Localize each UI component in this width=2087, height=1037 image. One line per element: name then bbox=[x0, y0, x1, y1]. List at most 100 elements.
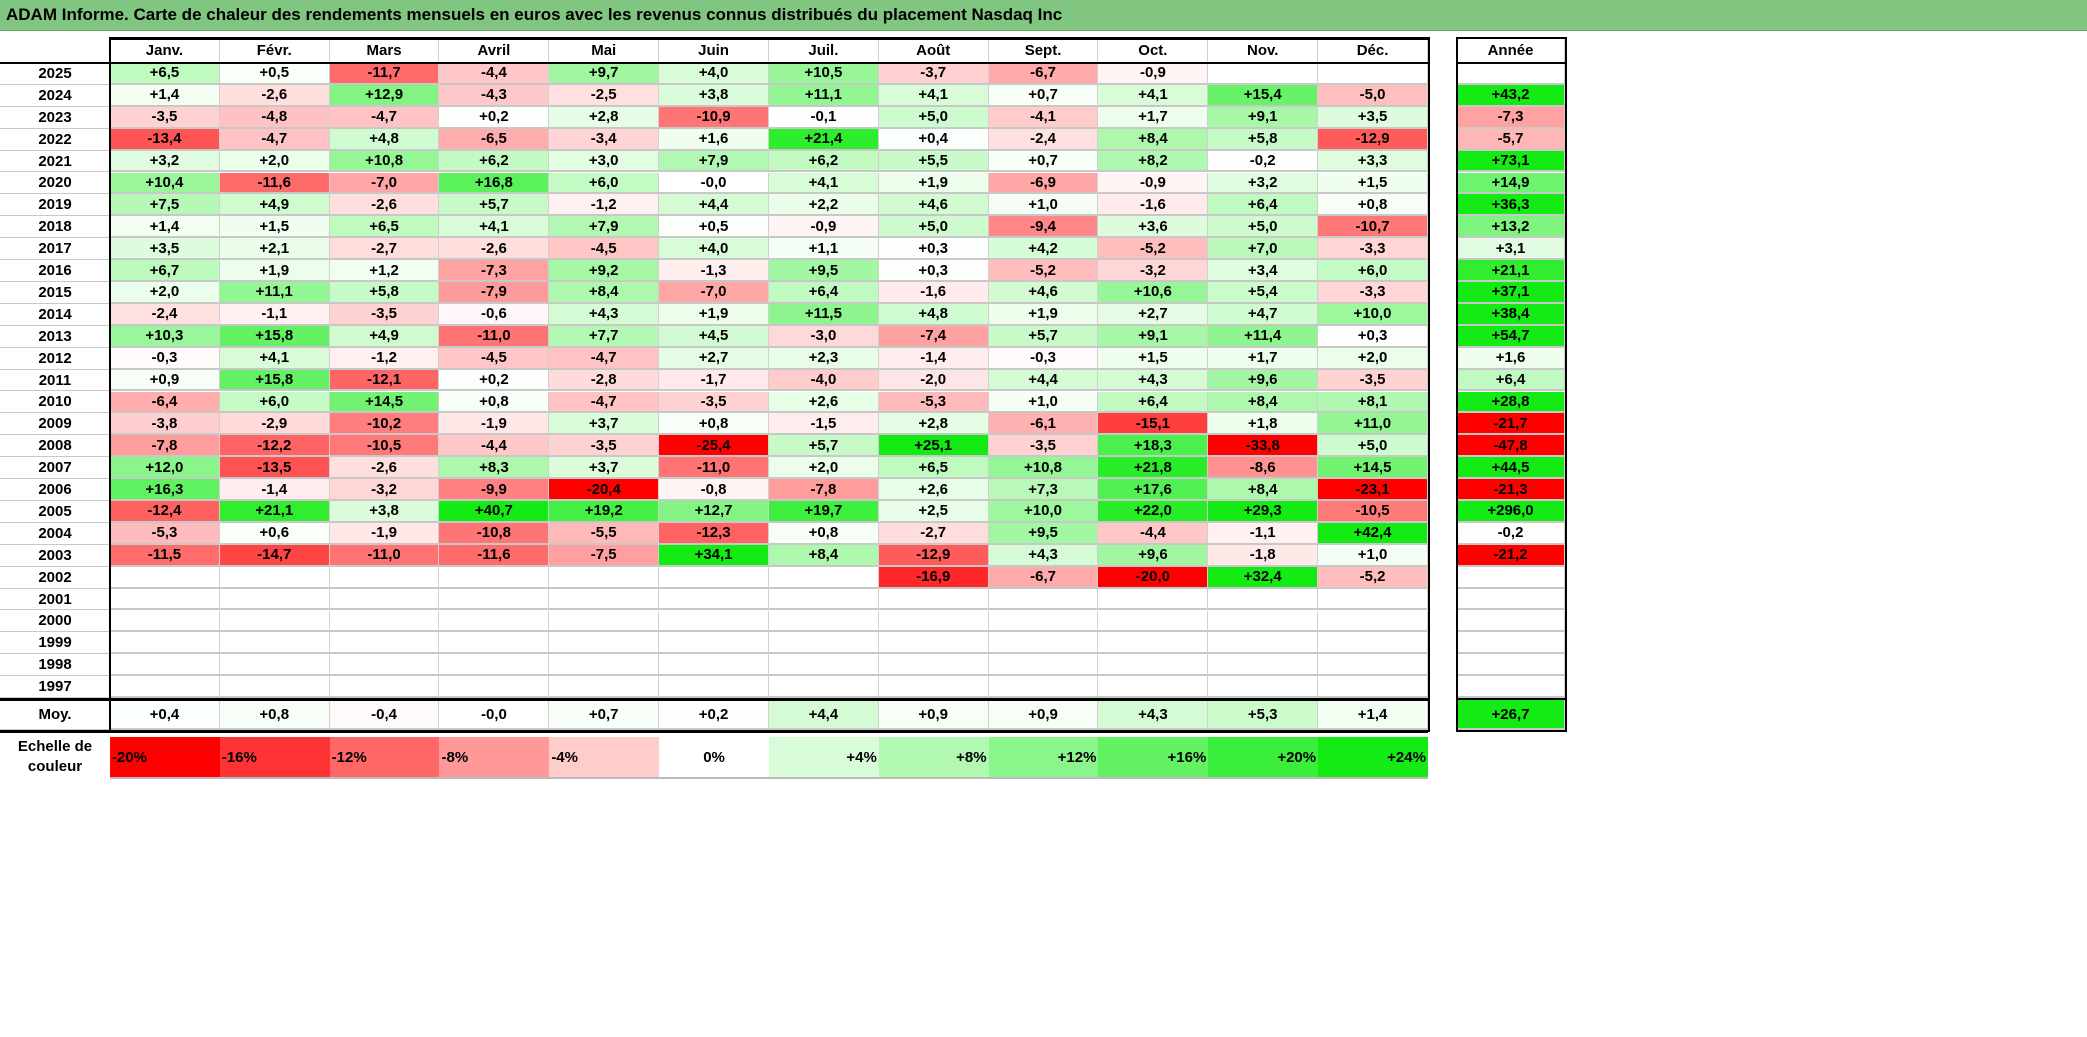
month-header: Mars bbox=[330, 37, 440, 63]
heatmap-cell: +6,4 bbox=[768, 282, 879, 304]
table-border bbox=[1457, 698, 1565, 701]
year-label: 2006 bbox=[0, 479, 110, 501]
average-cell: +5,3 bbox=[1208, 700, 1319, 731]
heatmap-cell: -0,6 bbox=[439, 303, 550, 326]
year-total-cell: +44,5 bbox=[1457, 457, 1565, 480]
heatmap-cell: +4,1 bbox=[878, 84, 989, 107]
year-label: 2024 bbox=[0, 85, 110, 107]
year-label: 2020 bbox=[0, 173, 110, 195]
heatmap-cell: -4,1 bbox=[988, 106, 1099, 129]
month-header: Févr. bbox=[220, 37, 330, 63]
heatmap-cell bbox=[1318, 676, 1428, 699]
heatmap-cell: -3,3 bbox=[1318, 238, 1428, 261]
heatmap-cell: +0,4 bbox=[878, 128, 989, 151]
report-title: ADAM Informe. Carte de chaleur des rende… bbox=[6, 5, 1063, 24]
heatmap-cell: -4,7 bbox=[219, 128, 330, 151]
year-total-cell bbox=[1457, 632, 1565, 655]
heatmap-cell: -0,9 bbox=[1098, 172, 1209, 195]
heatmap-cell: -2,6 bbox=[219, 84, 330, 107]
heatmap-cell bbox=[549, 676, 660, 699]
heatmap-cell: -7,8 bbox=[768, 479, 879, 501]
heatmap-cell bbox=[1098, 588, 1209, 611]
heatmap-cell: +5,0 bbox=[1318, 435, 1428, 458]
heatmap-cell: +0,2 bbox=[439, 369, 550, 392]
heatmap-cell bbox=[659, 610, 769, 633]
heatmap-cell bbox=[110, 676, 220, 699]
heatmap-cell bbox=[768, 610, 879, 633]
heatmap-cell: +5,8 bbox=[329, 282, 440, 304]
heatmap-cell bbox=[878, 610, 989, 633]
heatmap-cell: -2,8 bbox=[549, 369, 660, 392]
heatmap-cell: +4,1 bbox=[1098, 84, 1209, 107]
heatmap-cell: +3,8 bbox=[329, 501, 440, 523]
heatmap-cell: +0,7 bbox=[988, 150, 1099, 173]
heatmap-cell: +3,5 bbox=[110, 238, 220, 261]
average-cell: +0,9 bbox=[878, 700, 989, 731]
color-scale-step: +20% bbox=[1208, 737, 1319, 779]
year-total-cell: +28,8 bbox=[1457, 391, 1565, 414]
heatmap-cell: -23,1 bbox=[1318, 479, 1428, 501]
heatmap-cell: -0,9 bbox=[1098, 63, 1209, 85]
year-total-cell: -21,3 bbox=[1457, 479, 1565, 501]
year-total-cell: +296,0 bbox=[1457, 501, 1565, 523]
heatmap-cell: +4,6 bbox=[878, 194, 989, 217]
heatmap-cell: +0,8 bbox=[659, 413, 769, 436]
heatmap-cell: -20,4 bbox=[549, 479, 660, 501]
year-label: 2001 bbox=[0, 589, 110, 611]
heatmap-cell bbox=[878, 654, 989, 677]
heatmap-cell: +0,9 bbox=[110, 369, 220, 392]
heatmap-cell bbox=[1098, 610, 1209, 633]
heatmap-cell: -11,6 bbox=[219, 172, 330, 195]
heatmap-cell: +11,1 bbox=[219, 282, 330, 304]
heatmap-cell: +12,9 bbox=[329, 84, 440, 107]
heatmap-cell: +1,9 bbox=[988, 303, 1099, 326]
table-border bbox=[1456, 37, 1458, 733]
heatmap-cell: +4,9 bbox=[219, 194, 330, 217]
heatmap-cell: +9,6 bbox=[1098, 544, 1209, 567]
average-cell: +0,9 bbox=[988, 700, 1099, 731]
heatmap-cell bbox=[1318, 632, 1428, 655]
heatmap-cell: +2,8 bbox=[549, 106, 660, 129]
heatmap-cell: -3,5 bbox=[110, 106, 220, 129]
heatmap-cell bbox=[219, 588, 330, 611]
heatmap-cell: +4,1 bbox=[439, 216, 550, 239]
heatmap-cell: -9,9 bbox=[439, 479, 550, 501]
table-border bbox=[1457, 730, 1565, 733]
heatmap-cell: -3,2 bbox=[1098, 260, 1209, 282]
heatmap-cell: +1,2 bbox=[329, 260, 440, 282]
heatmap-cell bbox=[768, 566, 879, 589]
heatmap-cell: -0,3 bbox=[988, 347, 1099, 370]
month-header: Mai bbox=[549, 37, 660, 63]
heatmap-cell bbox=[1208, 63, 1319, 85]
color-scale-step: +16% bbox=[1098, 737, 1209, 779]
heatmap-cell: -1,1 bbox=[219, 303, 330, 326]
heatmap-cell: -7,0 bbox=[329, 172, 440, 195]
heatmap-cell: -6,5 bbox=[439, 128, 550, 151]
heatmap-cell bbox=[439, 566, 550, 589]
year-label: 2022 bbox=[0, 129, 110, 151]
heatmap-cell: +6,0 bbox=[549, 172, 660, 195]
table-border bbox=[0, 62, 1428, 64]
heatmap-cell: -4,8 bbox=[219, 106, 330, 129]
heatmap-cell: -3,4 bbox=[549, 128, 660, 151]
heatmap-cell: -6,7 bbox=[988, 63, 1099, 85]
year-total-cell: +13,2 bbox=[1457, 216, 1565, 239]
heatmap-cell: +3,2 bbox=[110, 150, 220, 173]
heatmap-cell: +22,0 bbox=[1098, 501, 1209, 523]
heatmap-cell: +1,0 bbox=[988, 391, 1099, 414]
heatmap-cell: -15,1 bbox=[1098, 413, 1209, 436]
heatmap-cell: +6,4 bbox=[1208, 194, 1319, 217]
heatmap-cell: +0,5 bbox=[219, 63, 330, 85]
year-total-cell: +38,4 bbox=[1457, 303, 1565, 326]
heatmap-cell: +16,3 bbox=[110, 479, 220, 501]
year-label: 1999 bbox=[0, 632, 110, 655]
heatmap-cell: +4,4 bbox=[659, 194, 769, 217]
heatmap-cell: -1,6 bbox=[878, 282, 989, 304]
year-total-cell: +6,4 bbox=[1457, 369, 1565, 392]
average-cell: +4,3 bbox=[1098, 700, 1209, 731]
average-cell: +0,4 bbox=[110, 700, 220, 731]
average-total-cell: +26,7 bbox=[1457, 700, 1565, 731]
heatmap-cell: -5,3 bbox=[110, 522, 220, 545]
heatmap-cell bbox=[1098, 676, 1209, 699]
heatmap-cell: +4,6 bbox=[988, 282, 1099, 304]
